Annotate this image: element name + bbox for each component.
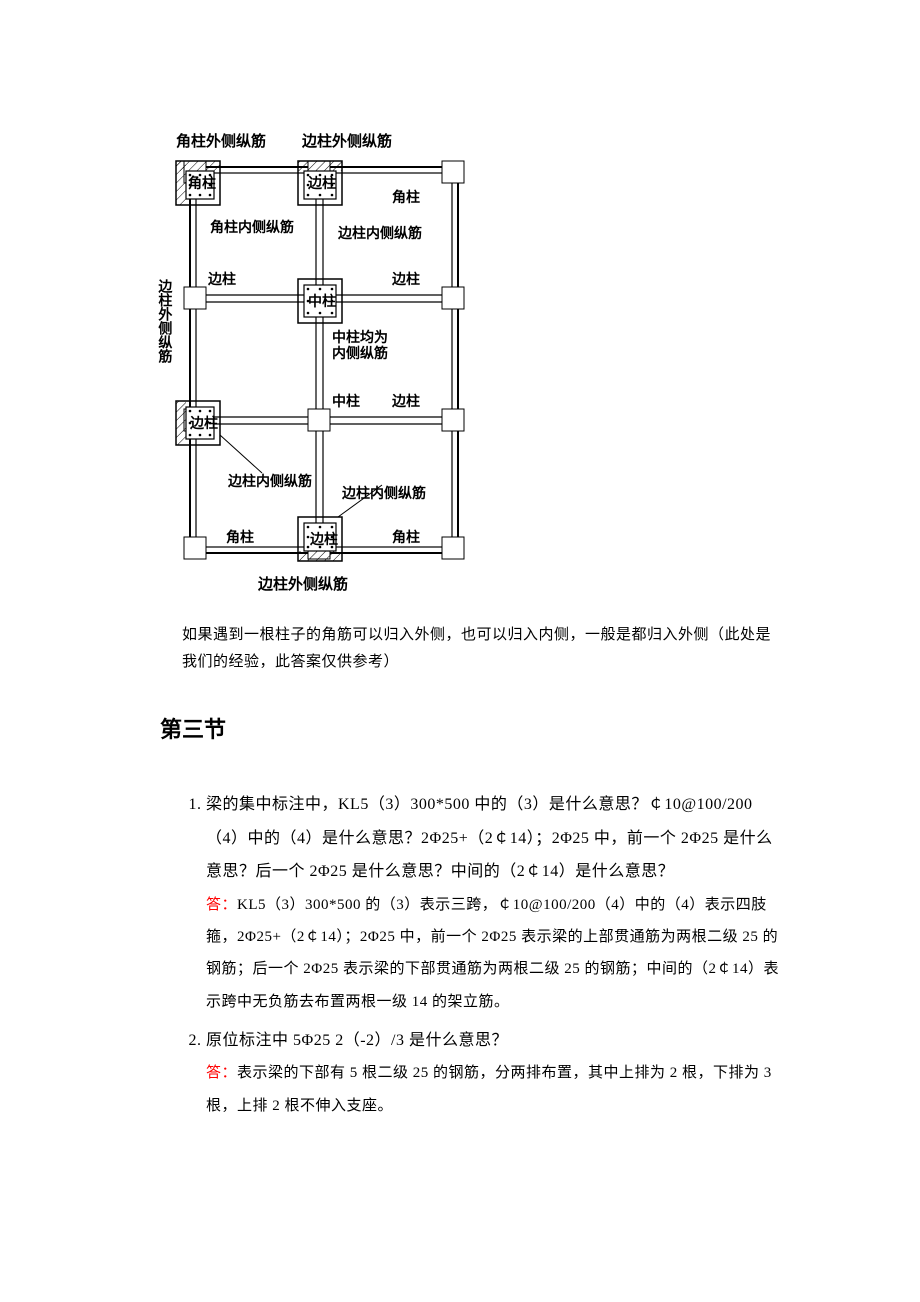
lbl-edge-inner-top: 边柱内侧纵筋	[338, 227, 422, 242]
answer-label: 答：	[206, 897, 237, 913]
diagram-svg	[170, 155, 474, 567]
diagram-body: 角柱 边柱 角柱 角柱内侧纵筋 边柱内侧纵筋 边柱 中柱 边柱 中柱均为 内侧纵…	[170, 155, 474, 567]
lbl-corner-br: 角柱	[392, 531, 420, 546]
answer-text: KL5（3）300*500 的（3）表示三跨，￠10@100/200（4）中的（…	[206, 897, 779, 1010]
lbl-edge-bottom: 边柱	[310, 533, 338, 548]
qa-item: 梁的集中标注中，KL5（3）300*500 中的（3）是什么意思？￠10@100…	[206, 788, 785, 1018]
lbl-side-vertical: 边柱外侧纵筋	[156, 279, 171, 363]
lbl-center-upper: 中柱	[308, 295, 336, 310]
answer-label: 答：	[206, 1065, 237, 1081]
top-label-left: 角柱外侧纵筋	[176, 130, 266, 151]
answer-text: 表示梁的下部有 5 根二级 25 的钢筋，分两排布置，其中上排为 2 根，下排为…	[206, 1065, 772, 1113]
lbl-edge-left-upper: 边柱	[208, 273, 236, 288]
qa-list: 梁的集中标注中，KL5（3）300*500 中的（3）是什么意思？￠10@100…	[160, 788, 785, 1122]
lbl-edge-right-upper: 边柱	[392, 273, 420, 288]
qa-item: 原位标注中 5Φ25 2（-2）/3 是什么意思？ 答：表示梁的下部有 5 根二…	[206, 1024, 785, 1122]
diagram-note: 如果遇到一根柱子的角筋可以归入外侧，也可以归入内侧，一般是都归入外侧（此处是我们…	[182, 622, 785, 676]
lbl-edge-left-lower: 边柱	[190, 417, 218, 432]
answer-block: 答：表示梁的下部有 5 根二级 25 的钢筋，分两排布置，其中上排为 2 根，下…	[206, 1057, 785, 1122]
lbl-center-lower: 中柱	[332, 395, 360, 410]
column-diagram: 角柱外侧纵筋 边柱外侧纵筋	[170, 130, 785, 594]
diagram-bottom-caption: 边柱外侧纵筋	[258, 573, 785, 594]
question-text: 梁的集中标注中，KL5（3）300*500 中的（3）是什么意思？￠10@100…	[206, 796, 773, 880]
diagram-top-labels: 角柱外侧纵筋 边柱外侧纵筋	[170, 130, 785, 151]
document-page: 角柱外侧纵筋 边柱外侧纵筋	[0, 0, 920, 1188]
lbl-corner-tr: 角柱	[392, 191, 420, 206]
lbl-corner-tl: 角柱	[188, 177, 216, 192]
lbl-edge-right-lower: 边柱	[392, 395, 420, 410]
lbl-edge-top: 边柱	[308, 177, 336, 192]
lbl-corner-inner-tl: 角柱内侧纵筋	[210, 221, 294, 236]
lbl-corner-bl: 角柱	[226, 531, 254, 546]
lbl-center-note2: 内侧纵筋	[332, 347, 388, 362]
lbl-edge-inner-bl: 边柱内侧纵筋	[228, 475, 312, 490]
question-text: 原位标注中 5Φ25 2（-2）/3 是什么意思？	[206, 1032, 508, 1049]
top-label-right: 边柱外侧纵筋	[302, 130, 392, 151]
section-title: 第三节	[160, 712, 785, 744]
lbl-center-note1: 中柱均为	[332, 331, 388, 346]
lbl-edge-inner-br: 边柱内侧纵筋	[342, 487, 426, 502]
answer-block: 答：KL5（3）300*500 的（3）表示三跨，￠10@100/200（4）中…	[206, 889, 785, 1018]
